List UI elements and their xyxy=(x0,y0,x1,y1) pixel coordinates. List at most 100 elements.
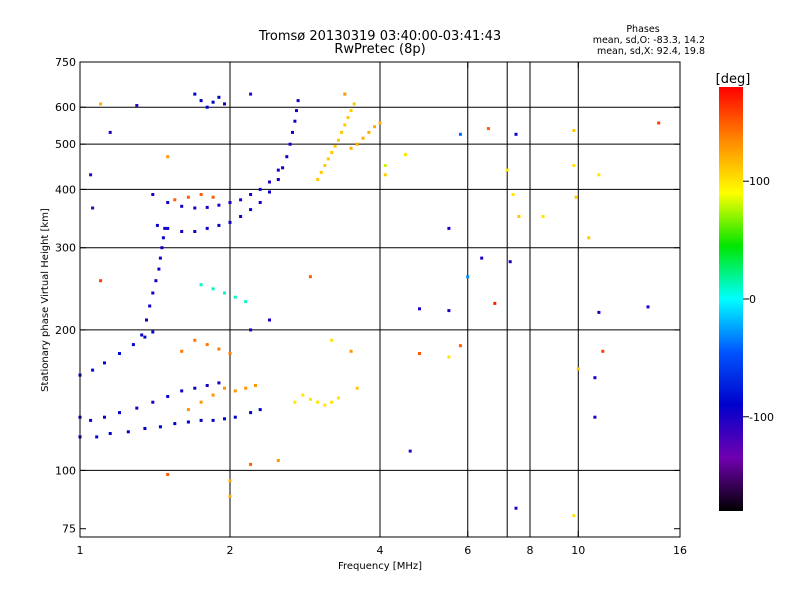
y-tick-label: 300 xyxy=(55,242,76,255)
echo-point xyxy=(330,151,334,154)
echo-point xyxy=(288,142,292,146)
echo-point xyxy=(276,168,280,172)
scatter-point xyxy=(108,130,112,134)
echo-point xyxy=(180,349,184,353)
echo-point xyxy=(233,389,237,393)
echo-point xyxy=(349,146,353,150)
echo-point xyxy=(158,256,162,260)
echo-point xyxy=(163,226,167,230)
echo-point xyxy=(193,92,197,96)
echo-point xyxy=(205,384,209,387)
chart-subtitle: RwPretec (8p) xyxy=(334,42,425,57)
echo-point xyxy=(228,201,232,204)
echo-point xyxy=(199,400,203,404)
scatter-point xyxy=(89,173,93,177)
colorbar xyxy=(719,87,743,511)
echo-point xyxy=(249,208,253,212)
echo-point xyxy=(343,123,347,127)
data-points xyxy=(78,92,661,518)
echo-point xyxy=(295,109,298,113)
echo-point xyxy=(205,226,209,230)
echo-point xyxy=(155,223,159,227)
x-tick-label: 16 xyxy=(673,544,687,557)
echo-point xyxy=(186,420,190,424)
echo-point xyxy=(228,352,232,355)
echo-point xyxy=(239,198,243,202)
echo-point xyxy=(151,330,155,334)
scatter-point xyxy=(355,386,359,390)
scatter-point xyxy=(228,494,232,498)
y-tick-label: 500 xyxy=(55,138,76,151)
scatter-point xyxy=(91,206,95,210)
scatter-point xyxy=(511,193,515,196)
echo-point xyxy=(268,180,271,184)
echo-point xyxy=(316,178,320,181)
echo-point xyxy=(186,195,190,199)
echo-point xyxy=(91,368,95,372)
echo-point xyxy=(330,400,334,404)
echo-point xyxy=(233,415,237,419)
scatter-point xyxy=(408,449,412,453)
echo-point xyxy=(217,223,221,227)
echo-point xyxy=(193,338,197,342)
x-tick-label: 10 xyxy=(571,544,585,557)
y-tick-label: 100 xyxy=(55,464,76,477)
scatter-point xyxy=(276,459,280,462)
echo-point xyxy=(346,116,350,120)
scatter-point xyxy=(486,127,490,131)
echo-point xyxy=(301,393,305,397)
x-tick-label: 1 xyxy=(77,544,84,557)
scatter-point xyxy=(99,279,103,283)
echo-point xyxy=(258,408,262,412)
scatter-point xyxy=(447,226,451,230)
scatter-point xyxy=(657,121,661,125)
echo-point xyxy=(154,279,158,283)
echo-point xyxy=(276,178,280,181)
echo-point xyxy=(285,155,289,159)
echo-point xyxy=(211,418,215,422)
scatter-point xyxy=(480,256,484,260)
echo-point xyxy=(291,130,294,134)
colorbar-tick-label: -100 xyxy=(749,411,774,424)
scatter-point xyxy=(135,104,139,107)
echo-point xyxy=(217,95,221,99)
echo-point xyxy=(281,166,285,170)
echo-point xyxy=(118,352,121,355)
scatter-point xyxy=(587,236,591,240)
scatter-point xyxy=(447,309,451,313)
echo-point xyxy=(143,335,147,339)
echo-point xyxy=(340,130,344,134)
echo-point xyxy=(131,343,135,347)
scatter-point xyxy=(268,318,271,322)
echo-point xyxy=(205,205,209,209)
scatter-point xyxy=(447,355,451,359)
scatter-point xyxy=(383,173,387,177)
echo-point xyxy=(326,157,330,161)
phase-info-o-mode: mean, sd,O: -83.3, 14.2 xyxy=(593,35,705,46)
scatter-point xyxy=(383,164,387,167)
scatter-point xyxy=(517,215,521,218)
echo-point xyxy=(205,343,209,347)
scatter-point xyxy=(593,415,597,419)
scatter-point xyxy=(458,344,462,348)
echo-point xyxy=(217,203,221,207)
echo-point xyxy=(233,295,237,299)
echo-point xyxy=(336,138,340,142)
echo-point xyxy=(143,427,147,430)
echo-point xyxy=(199,99,203,103)
scatter-point xyxy=(508,260,512,264)
scatter-point xyxy=(308,275,312,279)
colorbar-label: [deg] xyxy=(716,72,751,87)
y-tick-label: 600 xyxy=(55,101,76,114)
echo-point xyxy=(151,400,155,404)
echo-point xyxy=(296,99,300,103)
y-axis-label: Stationary phase Virtual Height [km] xyxy=(40,208,51,392)
scatter-point xyxy=(601,349,605,353)
echo-point xyxy=(158,425,162,429)
scatter-point xyxy=(466,275,470,279)
echo-point xyxy=(173,422,177,426)
echo-point xyxy=(217,347,221,351)
echo-point xyxy=(103,361,106,365)
echo-point xyxy=(118,411,121,415)
